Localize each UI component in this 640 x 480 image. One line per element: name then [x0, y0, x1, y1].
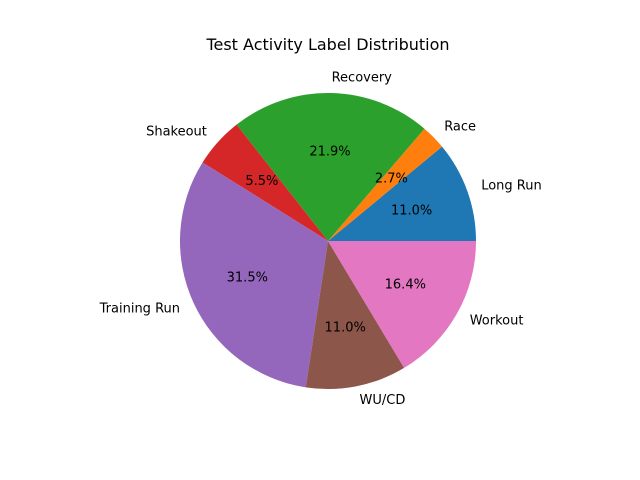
slice-percent-long-run: 11.0% — [391, 203, 432, 218]
slice-label-wu-cd: WU/CD — [360, 393, 406, 408]
slice-percent-race: 2.7% — [375, 171, 408, 186]
slice-percent-workout: 16.4% — [385, 277, 426, 292]
pie-slice-training-run — [179, 162, 328, 388]
pie-slice-shakeout — [202, 124, 328, 241]
pie-slice-workout — [328, 241, 476, 368]
slice-percent-training-run: 31.5% — [227, 271, 268, 286]
pie-slice-race — [328, 128, 443, 241]
slice-percent-recovery: 21.9% — [309, 145, 350, 160]
slice-labels: Long Run Race Recovery Shakeout Training Run… — [99, 71, 542, 409]
slice-percent-labels: 11.0% 2.7% 21.9% 5.5% 31.5% 11.0% 16.4% — [227, 145, 433, 336]
chart-title: Test Activity Label Distribution — [205, 35, 449, 54]
slice-label-recovery: Recovery — [332, 71, 393, 86]
pie-slice-long-run — [328, 146, 476, 241]
pie-slices — [179, 93, 476, 389]
slice-label-training-run: Training Run — [99, 301, 180, 316]
pie-slice-wu-cd — [305, 241, 405, 389]
slice-label-race: Race — [444, 120, 476, 135]
slice-label-workout: Workout — [470, 314, 524, 329]
slice-percent-wu-cd: 11.0% — [325, 321, 366, 336]
pie-slice-recovery — [236, 93, 425, 241]
slice-label-long-run: Long Run — [481, 178, 542, 193]
slice-label-shakeout: Shakeout — [146, 125, 207, 140]
slice-percent-shakeout: 5.5% — [245, 174, 278, 189]
